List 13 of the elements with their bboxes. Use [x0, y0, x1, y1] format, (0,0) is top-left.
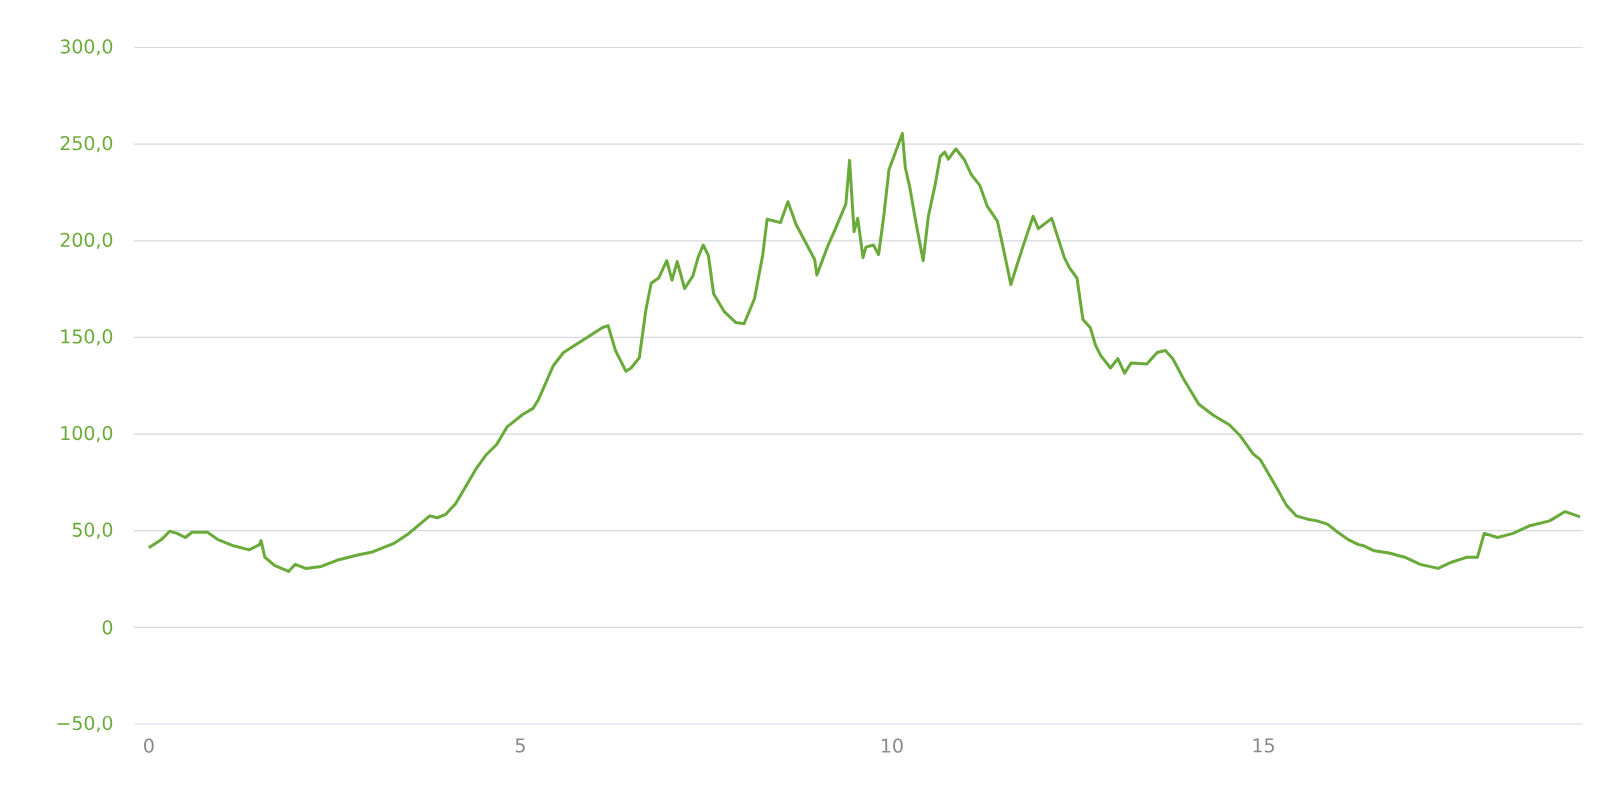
- y-tick-label: −50,0: [57, 715, 113, 733]
- y-tick-label: 300,0: [60, 39, 113, 56]
- y-tick-label: 200,0: [60, 232, 113, 249]
- y-tick-label: 150,0: [61, 329, 113, 346]
- y-tick-label: 0: [102, 620, 113, 635]
- x-tick-label: 10: [881, 738, 903, 753]
- y-tick-label: 100,0: [61, 425, 113, 443]
- x-tick-label: 0: [144, 738, 154, 753]
- y-tick-label: 50,0: [72, 522, 113, 539]
- x-tick-label: 15: [1253, 738, 1274, 753]
- line-series: [147, 132, 1582, 573]
- y-tick-label: 250,0: [60, 136, 113, 153]
- x-tick-label: 5: [515, 738, 525, 753]
